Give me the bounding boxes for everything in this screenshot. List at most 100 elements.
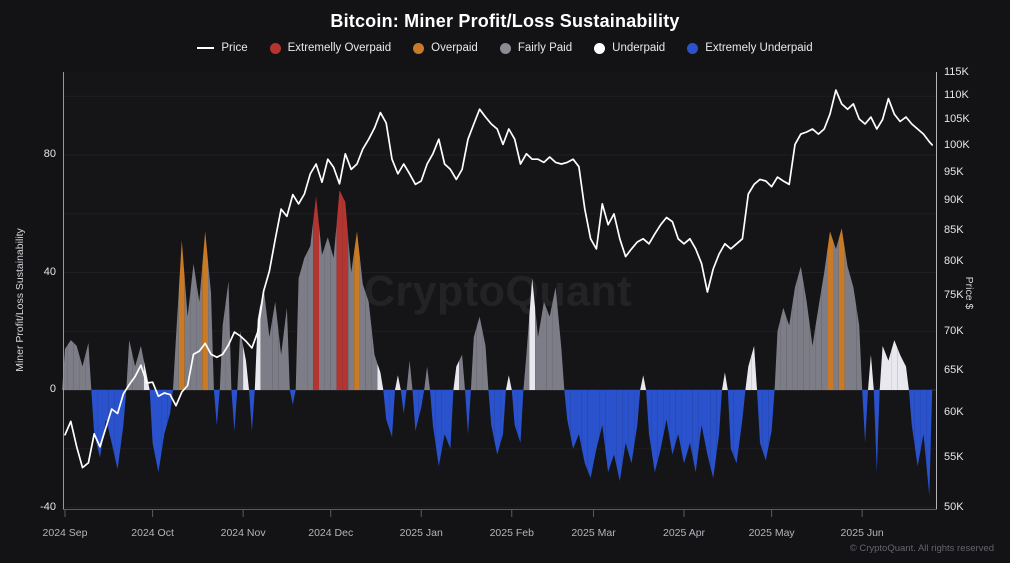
sustainability-bar <box>173 288 179 390</box>
sustainability-bar <box>184 278 191 390</box>
sustainability-bar <box>389 390 395 437</box>
sustainability-bar <box>739 390 746 442</box>
sustainability-bar <box>289 390 296 405</box>
left-tick-label: 40 <box>43 265 56 278</box>
price-tick-label: 60K <box>944 405 964 418</box>
sustainability-bar <box>120 390 127 448</box>
legend-label-price: Price <box>221 42 248 54</box>
sustainability-bar <box>815 290 822 390</box>
sustainability-bar <box>447 390 454 449</box>
sustainability-bar <box>856 306 863 390</box>
price-tick-label: 90K <box>944 193 964 206</box>
sustainability-bar <box>149 390 156 458</box>
sustainability-bar <box>354 231 360 390</box>
sustainability-bar <box>295 268 302 390</box>
sustainability-bar <box>581 390 588 471</box>
sustainability-bar <box>313 196 319 390</box>
sustainability-bar <box>657 390 664 461</box>
sustainability-bar <box>669 390 676 455</box>
sustainability-bar <box>523 316 530 390</box>
sustainability-bar <box>529 278 536 390</box>
sustainability-bar <box>920 390 927 465</box>
sustainability-bar <box>278 328 284 390</box>
sustainability-bar <box>400 390 407 414</box>
sustainability-bar <box>803 284 810 390</box>
legend-label-overpaid: Overpaid <box>431 42 478 54</box>
sustainability-bar <box>593 390 600 464</box>
legend-item-underpaid[interactable]: Underpaid <box>594 42 665 54</box>
sustainability-bar <box>844 247 851 390</box>
sustainability-bar <box>698 390 705 449</box>
sustainability-bar <box>681 390 687 464</box>
sustainability-bar <box>272 301 279 390</box>
sustainability-bar <box>266 312 273 390</box>
sustainability-bar <box>73 343 80 390</box>
legend-item-extremely-underpaid[interactable]: Extremely Underpaid <box>687 42 813 54</box>
sustainability-bar <box>336 190 343 390</box>
sustainability-bar <box>371 328 378 390</box>
sustainability-bar <box>599 390 606 449</box>
x-axis-label: 2025 May <box>748 527 795 539</box>
sustainability-bar <box>85 343 92 390</box>
sustainability-bar <box>132 353 138 390</box>
sustainability-bar <box>535 307 541 390</box>
overpaid-dot <box>413 42 425 54</box>
sustainability-bar <box>359 257 366 390</box>
sustainability-bar <box>482 331 489 390</box>
sustainability-bar <box>249 390 255 432</box>
price-tick-label: 55K <box>944 451 964 464</box>
price-tick-label: 110K <box>944 89 969 102</box>
x-axis-label: 2024 Nov <box>220 527 266 539</box>
sustainability-bar <box>161 390 168 454</box>
copyright-text: © CryptoQuant. All rights reserved <box>849 543 994 554</box>
sustainability-bar <box>406 360 413 390</box>
sustainability-bar <box>319 225 325 390</box>
sustainability-bar <box>500 390 506 445</box>
x-axis-label: 2025 Apr <box>663 527 706 539</box>
x-axis-label: 2024 Oct <box>131 527 174 539</box>
price-line-swatch <box>197 47 215 49</box>
price-tick-label: 80K <box>944 255 964 268</box>
legend: Price Extremelly Overpaid Overpaid Fairl… <box>0 42 1010 54</box>
sustainability-bar <box>774 319 781 390</box>
x-axis-label: 2024 Sep <box>42 527 88 539</box>
sustainability-bar <box>926 390 933 496</box>
price-tick-label: 75K <box>944 289 964 302</box>
sustainability-bar <box>225 281 232 390</box>
sustainability-bar <box>733 390 740 464</box>
sustainability-bar <box>809 323 816 390</box>
sustainability-bar <box>62 344 68 390</box>
extremely-underpaid-dot <box>687 42 699 54</box>
sustainability-bar <box>178 240 185 390</box>
sustainability-bar <box>646 390 652 454</box>
price-line <box>64 89 934 469</box>
legend-item-overpaid[interactable]: Overpaid <box>413 42 478 54</box>
sustainability-bar <box>616 390 623 482</box>
sustainability-bar <box>190 263 197 390</box>
legend-label-underpaid: Underpaid <box>612 42 666 54</box>
sustainability-bar <box>873 390 880 473</box>
sustainability-bar <box>605 390 611 473</box>
price-tick-label: 50K <box>944 500 964 513</box>
legend-item-fairly-paid[interactable]: Fairly Paid <box>499 42 572 54</box>
sustainability-bar <box>517 390 524 443</box>
sustainability-bar <box>219 303 226 390</box>
price-tick-label: 105K <box>944 113 970 126</box>
sustainability-bar <box>797 266 804 390</box>
price-tick-label: 115K <box>944 66 969 78</box>
sustainability-bar <box>108 390 115 457</box>
x-axis-label: 2025 Jun <box>840 527 884 539</box>
sustainability-bar <box>103 390 109 439</box>
sustainability-bar <box>651 390 658 473</box>
sustainability-bar <box>441 390 448 451</box>
sustainability-bar <box>231 390 238 432</box>
sustainability-bar <box>675 390 682 449</box>
sustainability-bar <box>885 350 892 390</box>
legend-item-extremely-overpaid[interactable]: Extremelly Overpaid <box>269 42 391 54</box>
sustainability-bar <box>558 318 565 390</box>
left-tick-label: 0 <box>49 383 56 395</box>
legend-item-price[interactable]: Price <box>197 42 248 54</box>
sustainability-bar <box>330 224 337 390</box>
sustainability-bar <box>897 347 903 390</box>
